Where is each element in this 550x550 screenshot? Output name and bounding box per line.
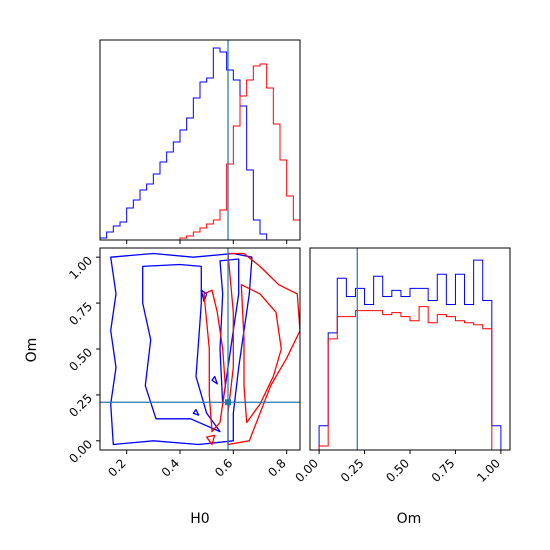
hist-om-x-tick-label: 0.00 xyxy=(292,456,321,485)
contour-x-tick-label: 0.4 xyxy=(159,456,182,479)
contour-blue-1 xyxy=(142,263,221,433)
contour-red-6 xyxy=(227,252,300,446)
contour-blue-2 xyxy=(219,258,240,405)
hist-om-x-tick-label: 1.00 xyxy=(474,456,503,485)
contour-red-7 xyxy=(240,284,282,424)
hist-om-hist-blue xyxy=(318,259,502,450)
contour-x-tick-label: 0.6 xyxy=(212,456,235,479)
contour-y-tick-label: 1.00 xyxy=(66,253,95,282)
hist-om-x-tick-label: 0.50 xyxy=(383,456,412,485)
contour-blue-0 xyxy=(110,252,253,446)
hist-om-x-tick-label: 0.25 xyxy=(338,456,367,485)
x-axis-label-h0: H0 xyxy=(190,511,209,527)
contour-blue-4 xyxy=(211,375,218,385)
contour-y-tick-label: 0.00 xyxy=(66,437,95,466)
contour-blue-5 xyxy=(192,408,200,416)
axis-labels: H0 Om Om xyxy=(24,338,421,527)
contour-x-tick-label: 0.8 xyxy=(265,456,288,479)
contour-y-tick-label: 0.25 xyxy=(66,391,95,420)
contour-red-9 xyxy=(206,434,216,446)
histogram-panel-om: 0.00 0.25 0.50 0.75 1.00 xyxy=(292,247,511,485)
hist-h0-frame xyxy=(99,39,301,241)
x-axis-label-om: Om xyxy=(397,511,422,527)
histogram-panel-h0 xyxy=(99,39,301,244)
hist-om-x-tick-label: 0.75 xyxy=(429,456,458,485)
contour-panel-h0-om: 0.2 0.4 0.6 0.8 0.00 0.25 0.50 0.75 1.00 xyxy=(66,247,301,480)
contour-blue-3 xyxy=(200,289,208,302)
contour-y-tick-label: 0.50 xyxy=(66,345,95,374)
contour-frame xyxy=(99,247,301,451)
hist-h0-hist-red xyxy=(100,63,300,240)
contour-truth-marker xyxy=(225,399,231,406)
hist-om-hist-red xyxy=(318,306,501,450)
contour-y-tick-label: 0.75 xyxy=(66,299,95,328)
y-axis-label-om: Om xyxy=(24,338,40,363)
contour-x-tick-label: 0.2 xyxy=(105,456,128,479)
contour-red-8 xyxy=(203,289,226,433)
hist-h0-hist-blue xyxy=(100,47,300,240)
